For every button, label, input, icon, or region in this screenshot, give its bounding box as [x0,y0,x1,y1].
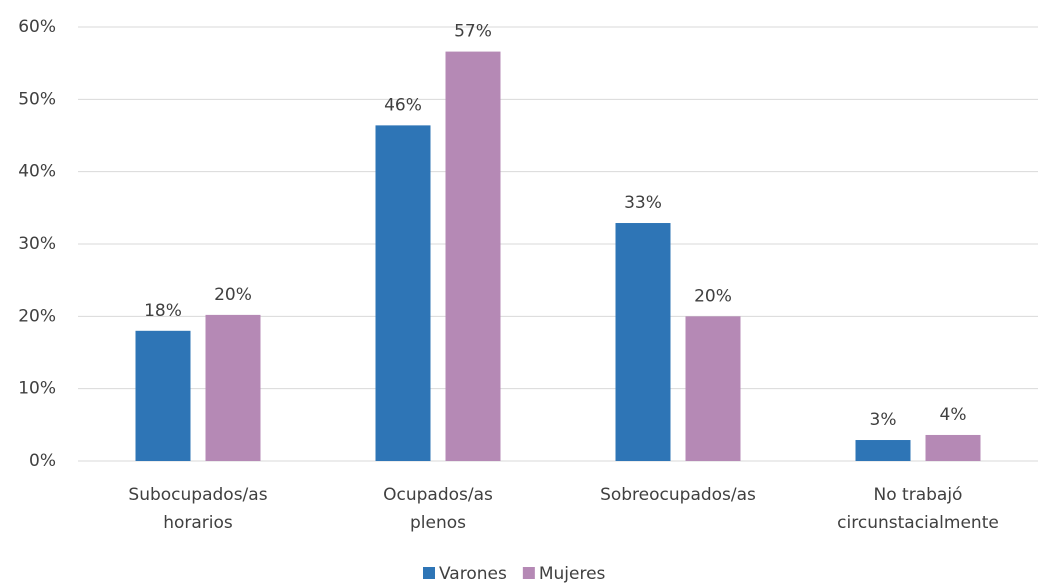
value-label: 3% [870,410,897,430]
legend-swatch [522,567,535,579]
y-tick-label: 30% [18,234,56,254]
y-tick-label: 60% [18,17,56,37]
y-tick-label: 40% [18,162,56,182]
y-tick-label: 10% [18,379,56,399]
bar [615,223,671,461]
legend-label: Varones [439,564,507,584]
value-label: 4% [940,405,967,425]
value-label: 20% [694,286,732,306]
y-tick-label: 20% [18,306,56,326]
legend-swatch [423,567,435,579]
x-tick-label: Ocupados/as plenos [383,485,493,533]
y-tick-label: 0% [29,451,56,471]
x-tick-label: Subocupados/as horarios [128,485,267,533]
bar [925,434,981,461]
bar [685,316,741,461]
value-label: 46% [384,95,422,115]
value-label: 20% [214,285,252,305]
value-label: 33% [624,193,662,213]
bar [445,51,501,462]
bar [135,330,191,461]
legend-label: Mujeres [539,564,606,584]
x-tick-label: No trabajó circunstacialmente [837,485,999,533]
value-label: 57% [454,22,492,42]
bar [855,440,911,461]
bar [205,314,261,461]
y-tick-label: 50% [18,89,56,109]
value-label: 18% [144,301,182,321]
bar [375,125,431,461]
x-tick-label: Sobreocupados/as [600,485,756,505]
